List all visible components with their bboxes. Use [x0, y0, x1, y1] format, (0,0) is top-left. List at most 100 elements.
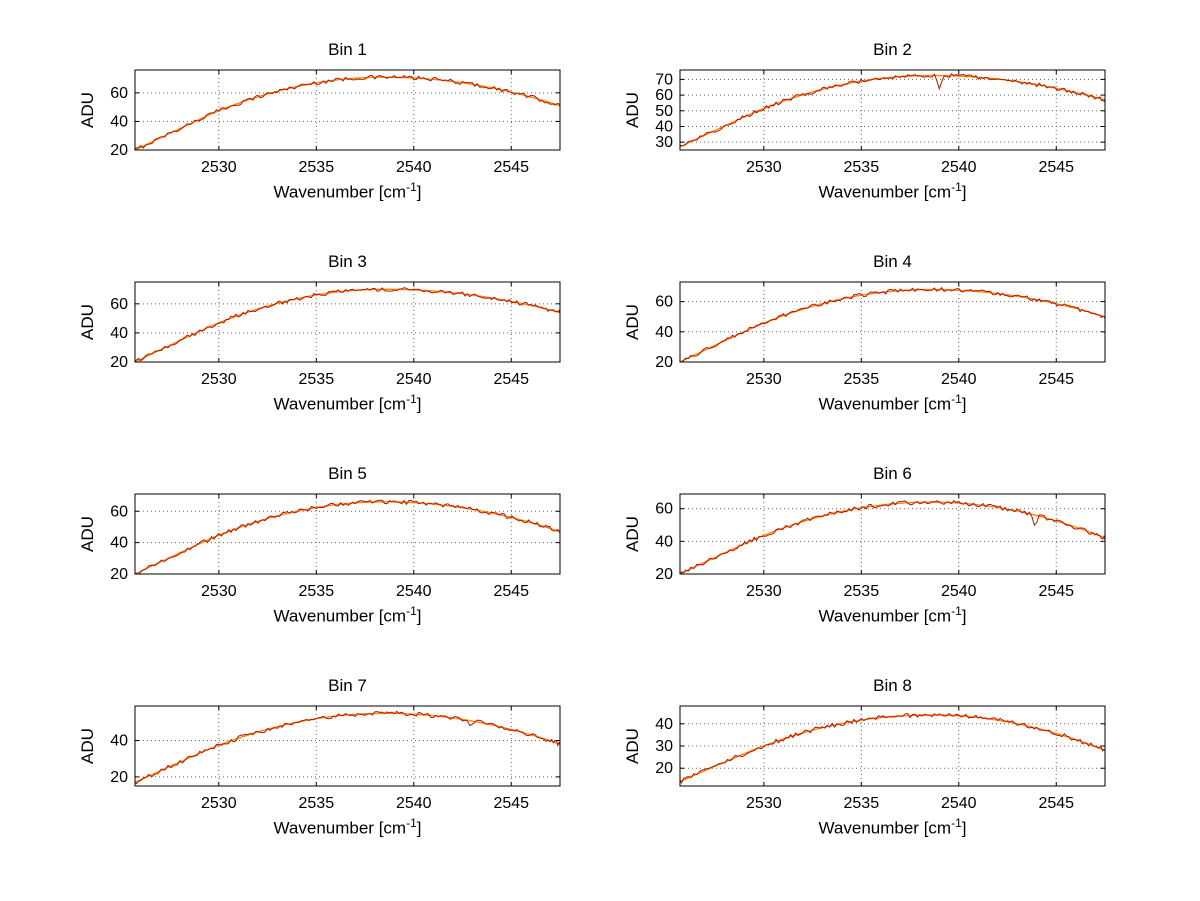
x-axis-label-close: ]	[961, 394, 967, 414]
subplot-title: Bin 7	[328, 676, 367, 695]
figure: Bin 1 ADU 2530 2535 2540 2545 20 40 60 Wavenum…	[40, 34, 1130, 882]
x-tick-label: 2535	[844, 795, 880, 812]
y-tick-label: 40	[655, 118, 673, 135]
y-tick-label: 50	[655, 103, 673, 120]
x-axis-label-superscript: -1	[951, 604, 962, 618]
y-tick-label: 30	[655, 134, 673, 151]
y-tick-label: 40	[655, 533, 673, 550]
y-tick-label: 20	[110, 769, 128, 786]
y-tick-label: 60	[110, 85, 128, 102]
x-axis-label-close: ]	[961, 606, 967, 626]
y-tick-label: 40	[110, 535, 128, 552]
x-tick-label: 2540	[941, 583, 977, 600]
x-tick-label: 2545	[493, 371, 529, 388]
data-line	[680, 712, 1105, 785]
subplot-bin-8: Bin 8 ADU 2530 2535 2540 2545 20 30 40 Wavenum…	[585, 670, 1130, 882]
y-tick-label: 40	[110, 733, 128, 750]
y-tick-label: 30	[655, 738, 673, 755]
x-tick-label: 2535	[299, 583, 335, 600]
subplot-title: Bin 6	[873, 464, 912, 483]
x-tick-label: 2530	[746, 583, 782, 600]
x-tick-label: 2540	[396, 371, 432, 388]
x-tick-label: 2540	[396, 159, 432, 176]
x-axis-label-superscript: -1	[951, 392, 962, 406]
axis-box	[134, 281, 561, 363]
x-axis-label-superscript: -1	[406, 816, 417, 830]
x-tick-label: 2530	[746, 795, 782, 812]
subplot-bin-4: Bin 4 ADU 2530 2535 2540 2545 20 40 60 Wavenum…	[585, 246, 1130, 458]
y-tick-label: 60	[655, 87, 673, 104]
x-axis-label-superscript: -1	[951, 180, 962, 194]
y-tick-label: 70	[655, 71, 673, 88]
x-tick-label: 2530	[746, 159, 782, 176]
fit-line	[680, 288, 1105, 362]
x-axis-label-superscript: -1	[406, 392, 417, 406]
x-tick-label: 2545	[1038, 371, 1074, 388]
subplot-title: Bin 5	[328, 464, 367, 483]
x-axis-label-text: Wavenumber [cm	[818, 818, 952, 838]
x-axis-label-text: Wavenumber [cm	[273, 182, 407, 202]
x-axis-label: Wavenumber [cm-1]	[135, 816, 560, 839]
x-axis-label-text: Wavenumber [cm	[818, 606, 952, 626]
x-axis-label-superscript: -1	[406, 180, 417, 194]
subplot-title: Bin 1	[328, 40, 367, 59]
x-axis-label: Wavenumber [cm-1]	[680, 816, 1105, 839]
x-axis-label: Wavenumber [cm-1]	[135, 604, 560, 627]
data-line	[135, 499, 560, 574]
axis-box	[679, 69, 1106, 151]
plot-canvas-bin-8: 2530 2535 2540 2545 20 30 40	[655, 705, 1106, 812]
y-tick-label: 60	[655, 501, 673, 518]
subplot-bin-1: Bin 1 ADU 2530 2535 2540 2545 20 40 60 Wavenum…	[40, 34, 585, 246]
x-tick-label: 2535	[299, 371, 335, 388]
subplot-bin-7: Bin 7 ADU 2530 2535 2540 2545 20 40 Wavenumbe…	[40, 670, 585, 882]
x-axis-label-text: Wavenumber [cm	[273, 606, 407, 626]
data-line	[680, 500, 1105, 574]
x-axis-label-close: ]	[416, 818, 422, 838]
data-line	[135, 74, 560, 150]
y-tick-label: 60	[110, 503, 128, 520]
y-tick-label: 40	[655, 324, 673, 341]
data-line	[135, 287, 560, 362]
x-tick-label: 2545	[1038, 583, 1074, 600]
plot-canvas-bin-5: 2530 2535 2540 2545 20 40 60	[110, 493, 561, 600]
subplot-title: Bin 8	[873, 676, 912, 695]
y-tick-label: 40	[110, 113, 128, 130]
fit-line	[135, 288, 560, 362]
x-tick-label: 2540	[396, 583, 432, 600]
plot-canvas-bin-3: 2530 2535 2540 2545 20 40 60	[110, 281, 561, 388]
x-axis-label: Wavenumber [cm-1]	[135, 180, 560, 203]
axis-box	[134, 69, 561, 151]
y-tick-label: 20	[110, 142, 128, 159]
x-axis-label-close: ]	[416, 182, 422, 202]
x-tick-label: 2540	[941, 159, 977, 176]
y-tick-label: 20	[655, 354, 673, 371]
plot-canvas-bin-4: 2530 2535 2540 2545 20 40 60	[655, 281, 1106, 388]
x-tick-label: 2530	[201, 795, 237, 812]
x-axis-label: Wavenumber [cm-1]	[135, 392, 560, 415]
fit-line	[135, 76, 560, 150]
axis-box	[134, 705, 561, 787]
x-axis-label-close: ]	[961, 818, 967, 838]
x-tick-label: 2540	[941, 371, 977, 388]
y-tick-label: 40	[110, 325, 128, 342]
x-tick-label: 2545	[493, 583, 529, 600]
plot-canvas-bin-6: 2530 2535 2540 2545 20 40 60	[655, 493, 1106, 600]
x-axis-label-text: Wavenumber [cm	[818, 182, 952, 202]
x-tick-label: 2545	[1038, 159, 1074, 176]
x-axis-label-superscript: -1	[951, 816, 962, 830]
x-axis-label: Wavenumber [cm-1]	[680, 392, 1105, 415]
subplot-bin-6: Bin 6 ADU 2530 2535 2540 2545 20 40 60 Wavenum…	[585, 458, 1130, 670]
y-tick-label: 20	[110, 354, 128, 371]
fit-line	[680, 501, 1105, 574]
fit-line	[680, 714, 1105, 783]
x-tick-label: 2530	[746, 371, 782, 388]
x-tick-label: 2545	[493, 795, 529, 812]
x-axis-label-close: ]	[961, 182, 967, 202]
y-tick-label: 20	[655, 566, 673, 583]
x-tick-label: 2530	[201, 371, 237, 388]
x-axis-label-text: Wavenumber [cm	[818, 394, 952, 414]
axis-box	[679, 281, 1106, 363]
y-tick-label: 20	[110, 566, 128, 583]
x-tick-label: 2535	[299, 795, 335, 812]
